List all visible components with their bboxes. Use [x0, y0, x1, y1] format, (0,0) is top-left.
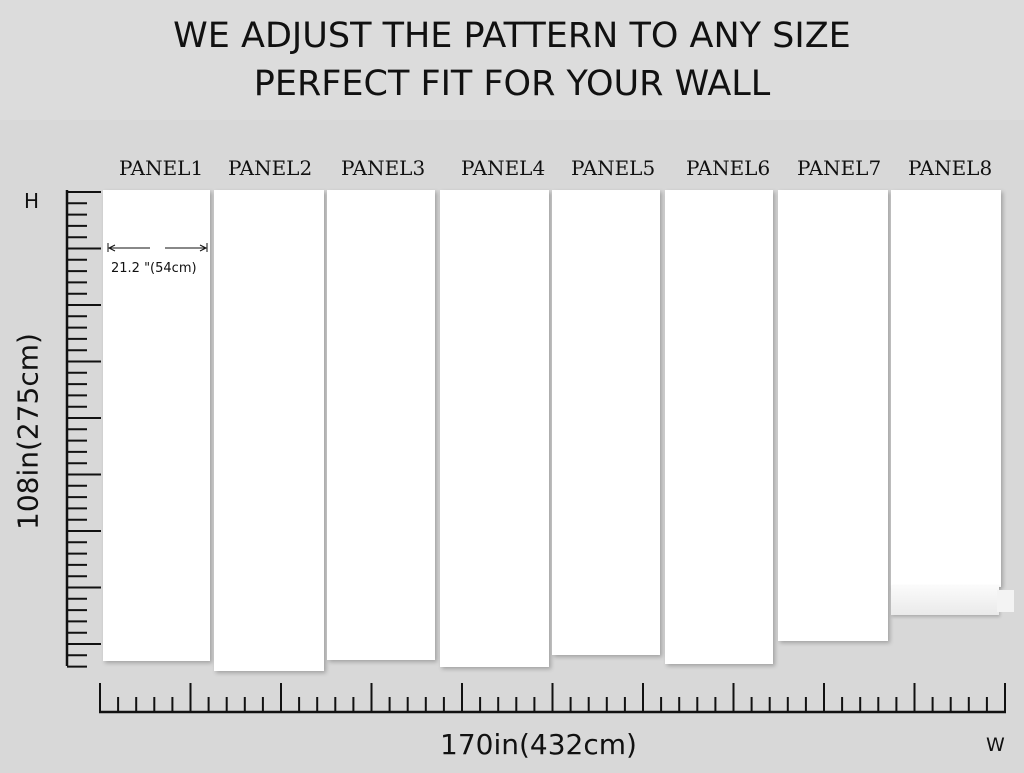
panel-width-arrow [107, 243, 208, 252]
width-marker: W [986, 734, 1005, 756]
panel-label-4: PANEL4 [461, 156, 546, 180]
wallpaper-panel-2 [214, 190, 324, 671]
height-label: 108in(275cm) [11, 333, 45, 530]
wallpaper-panel-5 [552, 190, 660, 655]
wallpaper-roll [891, 585, 999, 615]
wallpaper-roll-end [997, 590, 1014, 612]
wallpaper-panel-8 [891, 190, 1001, 587]
wallpaper-panel-6 [665, 190, 773, 664]
header-band [0, 0, 1024, 120]
panel-label-5: PANEL5 [571, 156, 656, 180]
width-ruler [99, 683, 1006, 714]
panel-label-3: PANEL3 [341, 156, 426, 180]
headline-line2: PERFECT FIT FOR YOUR WALL [253, 64, 771, 104]
headline-line1: WE ADJUST THE PATTERN TO ANY SIZE [173, 16, 851, 56]
height-marker: H [24, 189, 40, 213]
panel-label-2: PANEL2 [228, 156, 313, 180]
panel-label-7: PANEL7 [797, 156, 882, 180]
wallpaper-panel-7 [778, 190, 888, 641]
panel-label-8: PANEL8 [908, 156, 993, 180]
wallpaper-panel-3 [327, 190, 435, 660]
panel-label-6: PANEL6 [686, 156, 771, 180]
panel-width-label: 21.2 "(54cm) [111, 261, 197, 276]
wallpaper-panel-1 [103, 190, 210, 661]
width-label: 170in(432cm) [440, 728, 637, 761]
panel-label-1: PANEL1 [119, 156, 204, 180]
wallpaper-panel-4 [440, 190, 549, 667]
height-ruler [65, 190, 101, 668]
